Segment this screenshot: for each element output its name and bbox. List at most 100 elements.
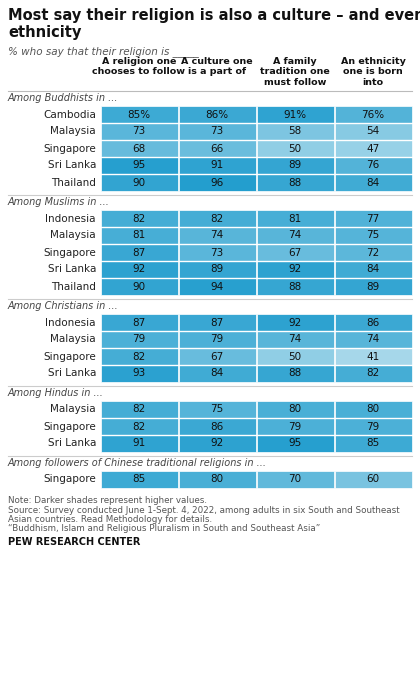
Bar — [178, 140, 255, 157]
Text: 89: 89 — [366, 281, 380, 292]
Bar — [257, 471, 333, 488]
Bar — [257, 331, 333, 348]
Bar — [334, 210, 412, 227]
Text: 67: 67 — [210, 352, 223, 361]
Text: 92: 92 — [132, 264, 146, 275]
Text: 95: 95 — [132, 160, 146, 171]
Text: 94: 94 — [210, 281, 223, 292]
Bar — [334, 261, 412, 278]
Bar — [257, 314, 333, 331]
Text: 74: 74 — [210, 230, 223, 241]
Bar — [178, 227, 255, 244]
Text: 90: 90 — [132, 178, 146, 188]
Text: 92: 92 — [289, 317, 302, 327]
Text: Source: Survey conducted June 1-Sept. 4, 2022, among adults in six South and Sou: Source: Survey conducted June 1-Sept. 4,… — [8, 506, 399, 515]
Text: “Buddhism, Islam and Religious Pluralism in South and Southeast Asia”: “Buddhism, Islam and Religious Pluralism… — [8, 524, 320, 533]
Text: Singapore: Singapore — [43, 475, 96, 484]
Text: Malaysia: Malaysia — [50, 230, 96, 241]
Bar — [178, 314, 255, 331]
Text: 79: 79 — [289, 422, 302, 431]
Bar — [334, 331, 412, 348]
Text: 41: 41 — [366, 352, 380, 361]
Text: 88: 88 — [289, 281, 302, 292]
Text: PEW RESEARCH CENTER: PEW RESEARCH CENTER — [8, 537, 140, 547]
Bar — [257, 348, 333, 365]
Text: 68: 68 — [132, 144, 146, 153]
Bar — [334, 123, 412, 140]
Bar — [100, 278, 178, 295]
Bar — [100, 244, 178, 261]
Text: 87: 87 — [210, 317, 223, 327]
Text: Indonesia: Indonesia — [45, 213, 96, 224]
Text: 82: 82 — [366, 369, 380, 378]
Bar — [257, 227, 333, 244]
Text: 81: 81 — [132, 230, 146, 241]
Text: 89: 89 — [210, 264, 223, 275]
Text: Singapore: Singapore — [43, 144, 96, 153]
Bar — [334, 140, 412, 157]
Text: 82: 82 — [132, 213, 146, 224]
Bar — [100, 140, 178, 157]
Bar — [178, 261, 255, 278]
Text: Malaysia: Malaysia — [50, 405, 96, 414]
Text: 72: 72 — [366, 248, 380, 257]
Text: Singapore: Singapore — [43, 248, 96, 257]
Text: 50: 50 — [289, 352, 302, 361]
Text: 73: 73 — [132, 127, 146, 136]
Text: 74: 74 — [289, 334, 302, 345]
Text: 75: 75 — [366, 230, 380, 241]
Text: 86: 86 — [210, 422, 223, 431]
Text: A culture one
is a part of: A culture one is a part of — [181, 57, 253, 76]
Text: 82: 82 — [210, 213, 223, 224]
Bar — [178, 418, 255, 435]
Text: 86: 86 — [366, 317, 380, 327]
Bar — [334, 471, 412, 488]
Bar — [100, 401, 178, 418]
Text: % who say that their religion is _____: % who say that their religion is _____ — [8, 46, 199, 57]
Text: 67: 67 — [289, 248, 302, 257]
Text: 76%: 76% — [362, 109, 385, 120]
Bar — [257, 157, 333, 174]
Text: 89: 89 — [289, 160, 302, 171]
Bar — [334, 278, 412, 295]
Text: 54: 54 — [366, 127, 380, 136]
Bar — [257, 365, 333, 382]
Bar — [257, 210, 333, 227]
Bar — [334, 174, 412, 191]
Text: 91: 91 — [210, 160, 223, 171]
Text: A family
tradition one
must follow: A family tradition one must follow — [260, 57, 330, 87]
Bar — [334, 435, 412, 452]
Text: 87: 87 — [132, 248, 146, 257]
Text: Thailand: Thailand — [51, 281, 96, 292]
Bar — [178, 244, 255, 261]
Bar — [178, 157, 255, 174]
Bar — [334, 348, 412, 365]
Text: 66: 66 — [210, 144, 223, 153]
Bar — [178, 331, 255, 348]
Text: 85%: 85% — [127, 109, 150, 120]
Text: 82: 82 — [132, 352, 146, 361]
Text: 91%: 91% — [284, 109, 307, 120]
Bar — [100, 348, 178, 365]
Text: Malaysia: Malaysia — [50, 127, 96, 136]
Text: 81: 81 — [289, 213, 302, 224]
Text: Singapore: Singapore — [43, 422, 96, 431]
Text: 96: 96 — [210, 178, 223, 188]
Text: Sri Lanka: Sri Lanka — [47, 160, 96, 171]
Text: 92: 92 — [289, 264, 302, 275]
Text: Sri Lanka: Sri Lanka — [47, 438, 96, 449]
Text: 79: 79 — [132, 334, 146, 345]
Text: 50: 50 — [289, 144, 302, 153]
Text: 80: 80 — [366, 405, 380, 414]
Bar — [257, 435, 333, 452]
Bar — [178, 348, 255, 365]
Text: Indonesia: Indonesia — [45, 317, 96, 327]
Text: 77: 77 — [366, 213, 380, 224]
Text: 70: 70 — [289, 475, 302, 484]
Bar — [257, 106, 333, 123]
Text: Among followers of Chinese traditional religions in ...: Among followers of Chinese traditional r… — [8, 458, 267, 468]
Bar — [100, 365, 178, 382]
Bar — [334, 418, 412, 435]
Text: 75: 75 — [210, 405, 223, 414]
Text: Thailand: Thailand — [51, 178, 96, 188]
